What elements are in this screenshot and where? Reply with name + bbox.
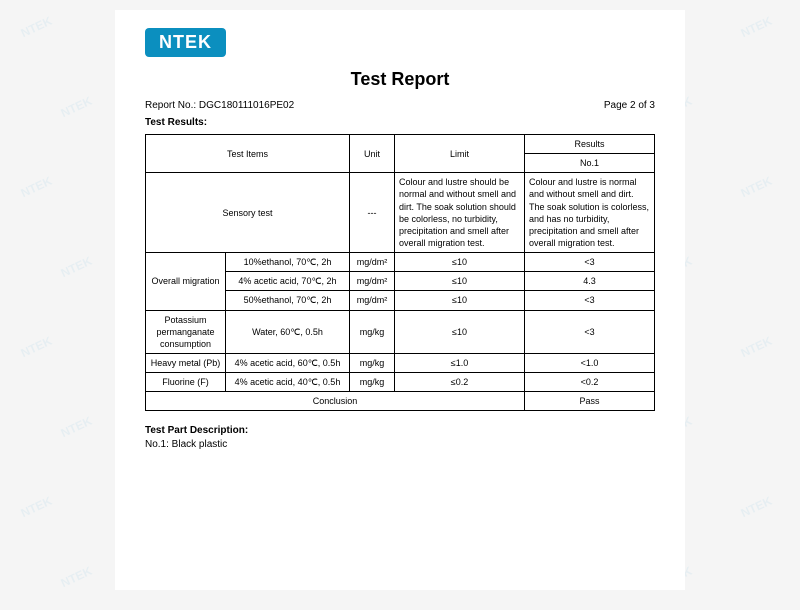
results-table: Test Items Unit Limit Results No.1 Senso… xyxy=(145,134,655,411)
logo-text: NTEK xyxy=(145,28,226,57)
om-unit-3: mg/dm² xyxy=(350,291,395,310)
om-limit-1: ≤10 xyxy=(395,253,525,272)
pb-result: <1.0 xyxy=(525,353,655,372)
kmno4-result: <3 xyxy=(525,310,655,353)
hdr-test-items: Test Items xyxy=(146,135,350,173)
om-limit-2: ≤10 xyxy=(395,272,525,291)
om-limit-3: ≤10 xyxy=(395,291,525,310)
f-item: Fluorine (F) xyxy=(146,373,226,392)
meta-row: Report No.: DGC180111016PE02 Page 2 of 3 xyxy=(145,100,655,111)
conclusion-result: Pass xyxy=(525,392,655,411)
om-cond-2: 4% acetic acid, 70℃, 2h xyxy=(226,272,350,291)
kmno4-item: Potassium permanganate consumption xyxy=(146,310,226,353)
om-unit-2: mg/dm² xyxy=(350,272,395,291)
ntek-logo: NTEK xyxy=(145,28,226,57)
page-number: Page 2 of 3 xyxy=(604,100,655,111)
f-result: <0.2 xyxy=(525,373,655,392)
hdr-results: Results xyxy=(525,135,655,154)
hdr-limit: Limit xyxy=(395,135,525,173)
om-result-1: <3 xyxy=(525,253,655,272)
pb-cond: 4% acetic acid, 60℃, 0.5h xyxy=(226,353,350,372)
hdr-no1: No.1 xyxy=(525,154,655,173)
report-no: Report No.: DGC180111016PE02 xyxy=(145,100,294,111)
om-result-2: 4.3 xyxy=(525,272,655,291)
pb-item: Heavy metal (Pb) xyxy=(146,353,226,372)
om-item: Overall migration xyxy=(146,253,226,310)
om-unit-1: mg/dm² xyxy=(350,253,395,272)
kmno4-limit: ≤10 xyxy=(395,310,525,353)
f-cond: 4% acetic acid, 40℃, 0.5h xyxy=(226,373,350,392)
conclusion-label: Conclusion xyxy=(146,392,525,411)
part-desc-label: Test Part Description: xyxy=(145,425,655,436)
om-cond-1: 10%ethanol, 70℃, 2h xyxy=(226,253,350,272)
f-unit: mg/kg xyxy=(350,373,395,392)
sensory-item: Sensory test xyxy=(146,173,350,253)
results-heading: Test Results: xyxy=(145,117,655,128)
report-page: NTEK Test Report Report No.: DGC18011101… xyxy=(115,10,685,590)
pb-unit: mg/kg xyxy=(350,353,395,372)
f-limit: ≤0.2 xyxy=(395,373,525,392)
kmno4-unit: mg/kg xyxy=(350,310,395,353)
sensory-unit: --- xyxy=(350,173,395,253)
sensory-limit: Colour and lustre should be normal and w… xyxy=(395,173,525,253)
page-title: Test Report xyxy=(145,69,655,90)
pb-limit: ≤1.0 xyxy=(395,353,525,372)
om-result-3: <3 xyxy=(525,291,655,310)
hdr-unit: Unit xyxy=(350,135,395,173)
sensory-result: Colour and lustre is normal and without … xyxy=(525,173,655,253)
kmno4-cond: Water, 60℃, 0.5h xyxy=(226,310,350,353)
om-cond-3: 50%ethanol, 70℃, 2h xyxy=(226,291,350,310)
part-desc-value: No.1: Black plastic xyxy=(145,439,655,450)
